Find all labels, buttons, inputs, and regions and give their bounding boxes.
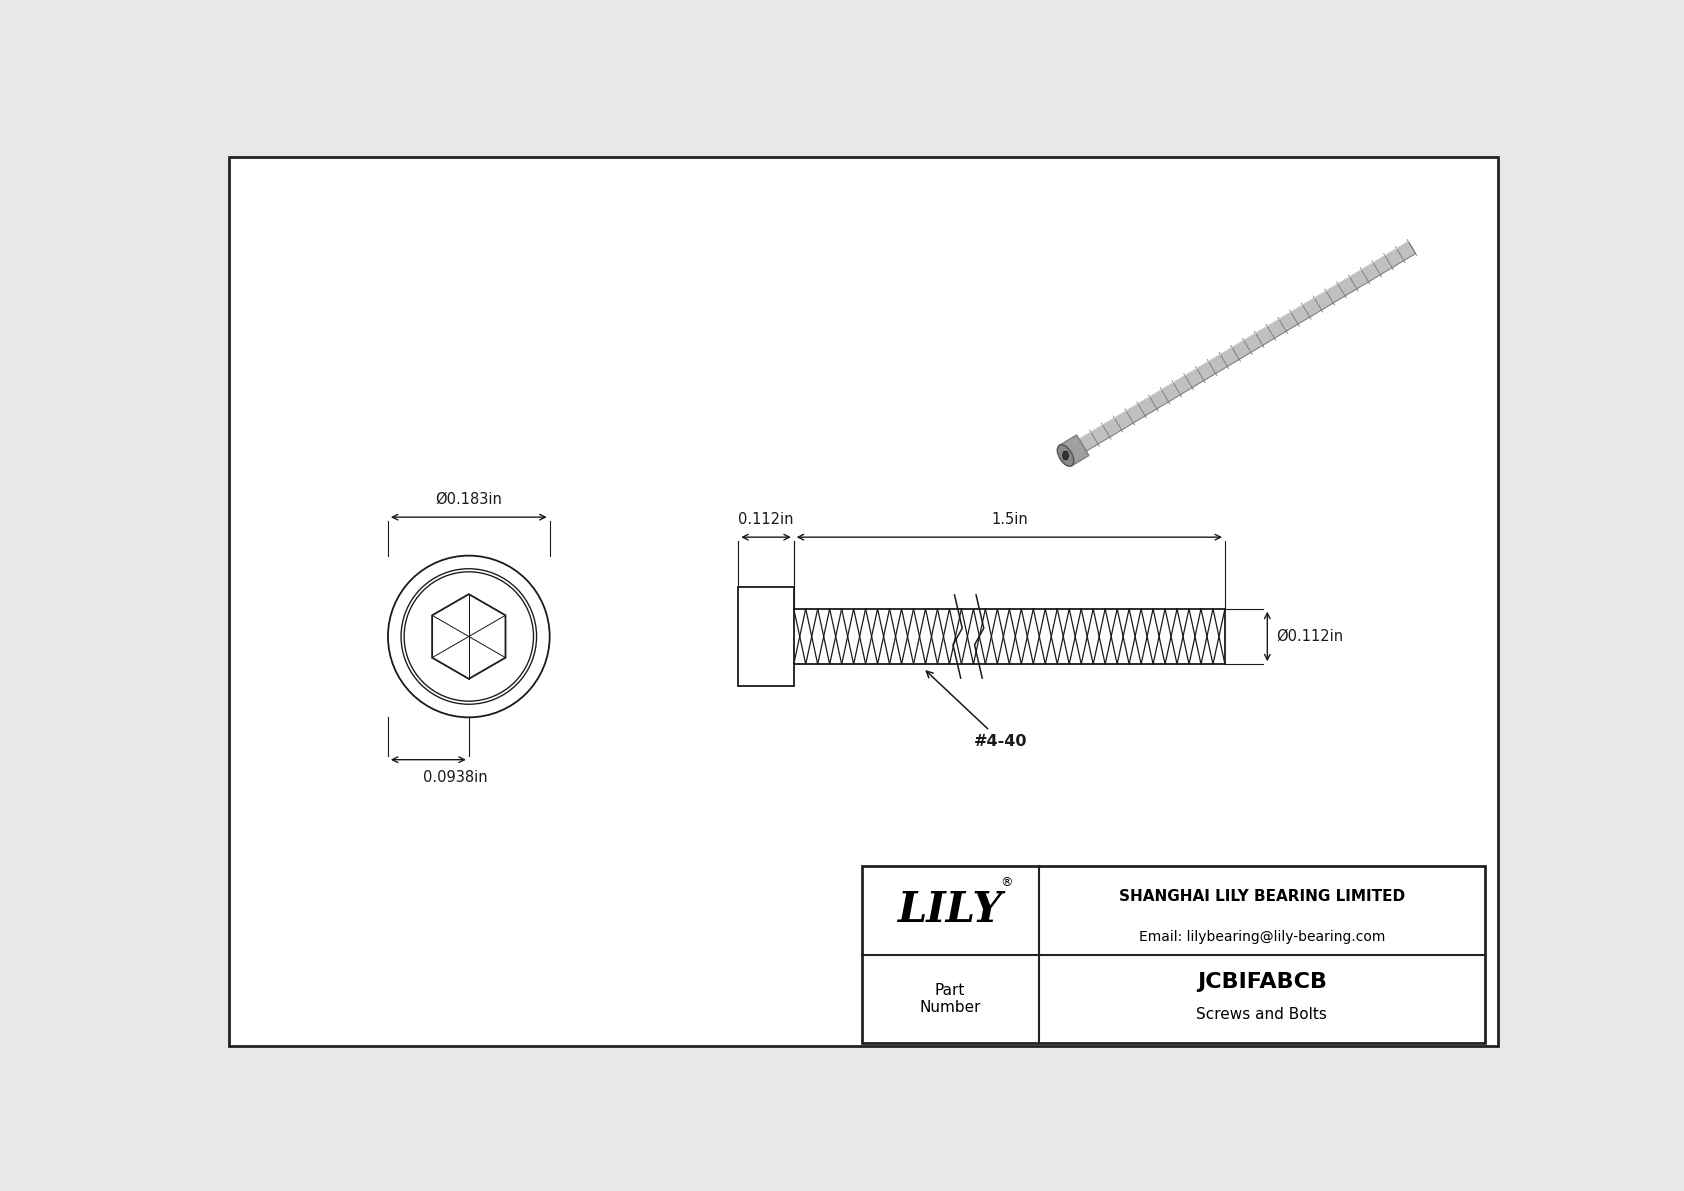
Text: 0.0938in: 0.0938in [423, 769, 488, 785]
Text: Part
Number: Part Number [919, 983, 980, 1015]
Text: 0.112in: 0.112in [738, 512, 793, 528]
Text: 1.5in: 1.5in [990, 512, 1027, 528]
Bar [738, 587, 793, 686]
Text: JCBIFABCB: JCBIFABCB [1197, 972, 1327, 992]
Polygon shape [1079, 242, 1416, 451]
Polygon shape [1063, 451, 1069, 460]
Text: LILY: LILY [898, 890, 1002, 931]
Bar [862, 866, 1485, 1043]
Ellipse shape [1058, 444, 1074, 467]
Text: ®: ® [1000, 875, 1012, 888]
Text: Ø0.183in: Ø0.183in [436, 492, 502, 506]
Text: Email: lilybearing@lily-bearing.com: Email: lilybearing@lily-bearing.com [1138, 930, 1386, 943]
Text: Ø0.112in: Ø0.112in [1276, 629, 1344, 644]
Text: Screws and Bolts: Screws and Bolts [1196, 1006, 1327, 1022]
Polygon shape [1059, 435, 1090, 466]
Text: SHANGHAI LILY BEARING LIMITED: SHANGHAI LILY BEARING LIMITED [1118, 890, 1404, 904]
Text: #4-40: #4-40 [926, 672, 1027, 748]
